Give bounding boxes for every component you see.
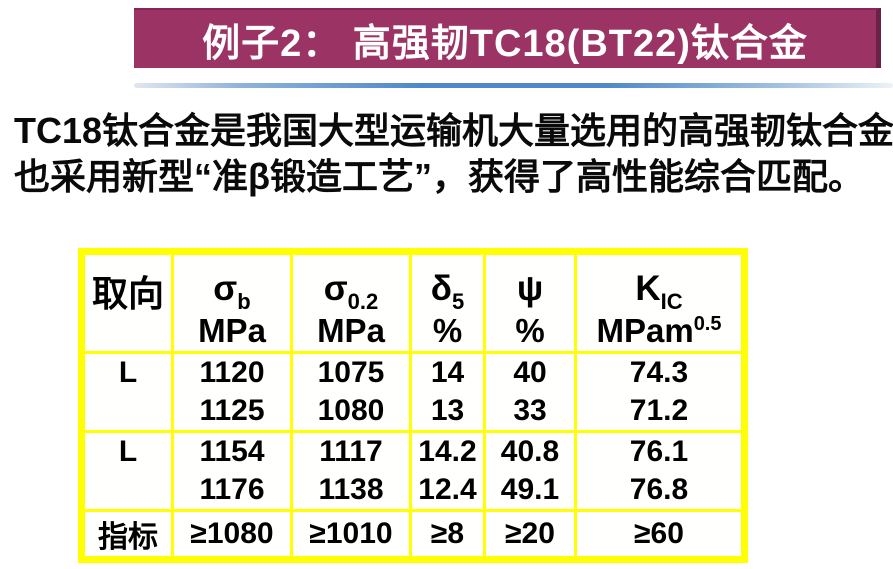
symbol-sub: 5: [451, 289, 465, 314]
intro-line-1: TC18钛合金是我国大型运输机大量选用的高强韧钛合金，: [14, 110, 893, 151]
cell-value: 1120: [199, 356, 265, 389]
indicator-cell: ≥1010: [290, 509, 412, 561]
col-header-sigma-02: σ 0.2 MPa: [290, 250, 412, 354]
orientation-value-empty: [85, 471, 170, 508]
unit-sup: 0.5: [693, 313, 722, 335]
indicator-label: 指标: [80, 509, 174, 561]
cell-value: 71.2: [629, 394, 689, 427]
symbol-sub: IC: [660, 289, 683, 314]
symbol-main: σ: [323, 269, 348, 308]
table-row-group-1: L 1120 1125 1075 1080 14 13 40 33: [80, 351, 746, 433]
cell-value: 33: [513, 394, 547, 427]
cell-value: 1176: [199, 473, 265, 506]
cell-value: 1125: [199, 394, 265, 427]
col-header-psi-unit: %: [488, 312, 573, 349]
intro-line-2: 也采用新型“准β锻造工艺”，获得了高性能综合匹配。: [14, 156, 864, 197]
cell-value: 13: [430, 394, 465, 427]
cell-value: 12.4: [418, 473, 477, 506]
col-header-sigma-02-unit: MPa: [295, 312, 408, 349]
orientation-value-empty: [85, 392, 170, 429]
unit-text: MPa: [198, 312, 266, 349]
symbol-main: K: [635, 269, 661, 308]
table-cell: 76.1 76.8: [574, 430, 746, 512]
symbol-sub: 0.2: [347, 289, 379, 314]
symbol-main: σ: [213, 269, 238, 308]
cell-value: 76.1: [629, 435, 689, 468]
table-cell: 14 13: [409, 351, 486, 433]
indicator-row: 指标 ≥1080 ≥1010 ≥8 ≥20 ≥60: [80, 509, 746, 561]
cell-value: 1138: [318, 473, 384, 506]
symbol-main: ψ: [516, 269, 544, 308]
intro-paragraph: TC18钛合金是我国大型运输机大量选用的高强韧钛合金， 也采用新型“准β锻造工艺…: [10, 108, 893, 200]
slide-title: 例子2： 高强韧TC18(BT22)钛合金: [202, 22, 808, 65]
col-header-kic-unit: MPam0.5: [579, 312, 742, 349]
unit-text: %: [515, 312, 545, 349]
table-cell: 1154 1176: [171, 430, 293, 512]
unit-text: %: [432, 312, 463, 349]
col-header-psi-symbol: ψ: [488, 255, 573, 309]
indicator-cell: ≥20: [483, 509, 577, 561]
col-header-delta-5-unit: %: [414, 312, 482, 349]
indicator-cell: ≥60: [574, 509, 746, 561]
orientation-value: L: [118, 435, 138, 468]
table-cell: 1117 1138: [290, 430, 412, 512]
cell-value: 14.2: [418, 435, 477, 468]
col-header-kic: K IC MPam0.5: [574, 250, 746, 354]
col-header-sigma-02-symbol: σ 0.2: [295, 255, 408, 313]
orientation-cell: L: [80, 351, 174, 433]
table-cell: 1120 1125: [171, 351, 293, 433]
cell-value: 1080: [317, 394, 385, 427]
indicator-cell: ≥1080: [171, 509, 293, 561]
cell-value: 1117: [319, 435, 383, 468]
col-header-orientation-label: 取向: [91, 273, 164, 314]
cell-value: 74.3: [629, 356, 689, 389]
table-row-group-2: L 1154 1176 1117 1138 14.2 12.4 40.8: [80, 430, 746, 512]
cell-value: 1154: [199, 435, 265, 468]
divider-line: [134, 83, 893, 88]
title-banner: 例子2： 高强韧TC18(BT22)钛合金: [134, 8, 881, 68]
orientation-cell: L: [80, 430, 174, 512]
table-cell: 1075 1080: [290, 351, 412, 433]
table-cell: 40 33: [483, 351, 577, 433]
table-cell: 40.8 49.1: [483, 430, 577, 512]
indicator-cell: ≥8: [409, 509, 486, 561]
col-header-orientation: 取向: [80, 250, 174, 354]
symbol-sub: b: [237, 289, 251, 314]
cell-value: 76.8: [629, 473, 689, 506]
cell-value: 40: [513, 356, 547, 389]
cell-value: 1075: [317, 356, 385, 389]
orientation-value: L: [118, 356, 138, 389]
cell-value: 40.8: [500, 435, 560, 468]
cell-value: 14: [430, 356, 465, 389]
col-header-sigma-b-unit: MPa: [176, 312, 289, 349]
unit-text: MPa: [317, 312, 385, 349]
table-cell: 14.2 12.4: [409, 430, 486, 512]
col-header-psi: ψ %: [483, 250, 577, 354]
symbol-main: δ: [430, 269, 452, 308]
table-cell: 74.3 71.2: [574, 351, 746, 433]
col-header-kic-symbol: K IC: [579, 255, 742, 313]
cell-value: 49.1: [500, 473, 560, 506]
unit-text: MPam: [596, 312, 694, 349]
